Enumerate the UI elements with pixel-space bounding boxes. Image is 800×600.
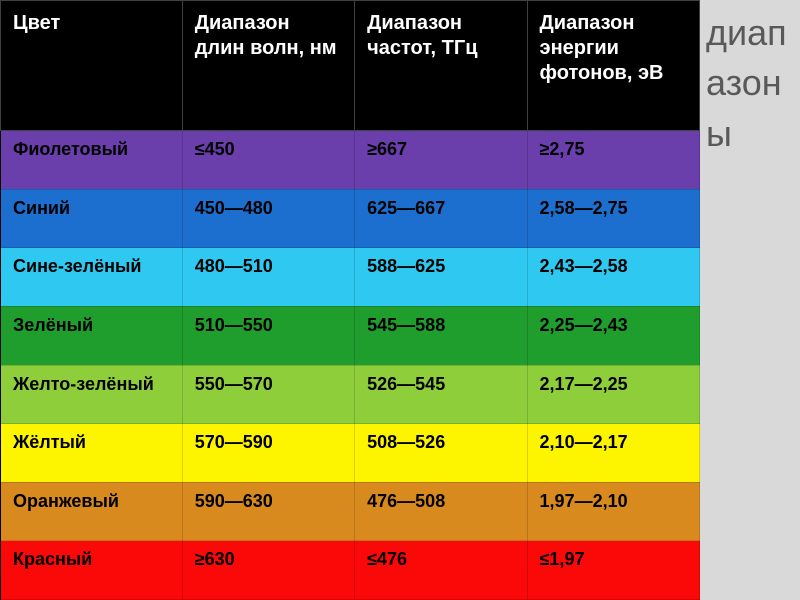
cell-freq: ≥667 [355, 131, 527, 190]
cell-freq: 526—545 [355, 365, 527, 424]
table-row: Фиолетовый≤450≥667≥2,75 [1, 131, 700, 190]
cell-name: Желто-зелёный [1, 365, 183, 424]
table-head: Цвет Диапазон длин волн, нм Диапазон час… [1, 1, 700, 131]
cell-freq: 588—625 [355, 248, 527, 307]
col-color: Цвет [1, 1, 183, 131]
table-row: Синий450—480625—6672,58—2,75 [1, 189, 700, 248]
cell-name: Синий [1, 189, 183, 248]
cell-name: Жёлтый [1, 424, 183, 483]
cell-energy: ≥2,75 [527, 131, 699, 190]
table-row: Жёлтый570—590508—5262,10—2,17 [1, 424, 700, 483]
cell-name: Сине-зелёный [1, 248, 183, 307]
cell-energy: 1,97—2,10 [527, 482, 699, 541]
cell-wavelength: 450—480 [182, 189, 354, 248]
table-row: Красный≥630≤476≤1,97 [1, 541, 700, 600]
cell-freq: 476—508 [355, 482, 527, 541]
spectrum-table: Цвет Диапазон длин волн, нм Диапазон час… [0, 0, 700, 600]
cell-freq: 625—667 [355, 189, 527, 248]
cell-energy: 2,43—2,58 [527, 248, 699, 307]
cell-wavelength: 480—510 [182, 248, 354, 307]
col-frequency: Диапазон частот, ТГц [355, 1, 527, 131]
table-row: Желто-зелёный550—570526—5452,17—2,25 [1, 365, 700, 424]
cell-freq: 545—588 [355, 306, 527, 365]
cell-wavelength: 510—550 [182, 306, 354, 365]
table-row: Оранжевый590—630476—5081,97—2,10 [1, 482, 700, 541]
table-row: Зелёный510—550545—5882,25—2,43 [1, 306, 700, 365]
cell-energy: 2,10—2,17 [527, 424, 699, 483]
cell-energy: 2,17—2,25 [527, 365, 699, 424]
cell-energy: ≤1,97 [527, 541, 699, 600]
col-wavelength: Диапазон длин волн, нм [182, 1, 354, 131]
cell-wavelength: ≥630 [182, 541, 354, 600]
col-energy: Диапазон энергии фотонов, эВ [527, 1, 699, 131]
cell-wavelength: 550—570 [182, 365, 354, 424]
cell-wavelength: 570—590 [182, 424, 354, 483]
cell-freq: 508—526 [355, 424, 527, 483]
cell-wavelength: 590—630 [182, 482, 354, 541]
header-row: Цвет Диапазон длин волн, нм Диапазон час… [1, 1, 700, 131]
cell-name: Оранжевый [1, 482, 183, 541]
cell-wavelength: ≤450 [182, 131, 354, 190]
table-row: Сине-зелёный480—510588—6252,43—2,58 [1, 248, 700, 307]
cell-energy: 2,58—2,75 [527, 189, 699, 248]
cell-name: Фиолетовый [1, 131, 183, 190]
cell-freq: ≤476 [355, 541, 527, 600]
cell-name: Зелёный [1, 306, 183, 365]
sidebar: диапазоны [700, 0, 800, 600]
sidebar-title: диапазоны [700, 8, 800, 159]
cell-name: Красный [1, 541, 183, 600]
container: Цвет Диапазон длин волн, нм Диапазон час… [0, 0, 800, 600]
table-wrap: Цвет Диапазон длин волн, нм Диапазон час… [0, 0, 700, 600]
cell-energy: 2,25—2,43 [527, 306, 699, 365]
table-body: Фиолетовый≤450≥667≥2,75Синий450—480625—6… [1, 131, 700, 600]
